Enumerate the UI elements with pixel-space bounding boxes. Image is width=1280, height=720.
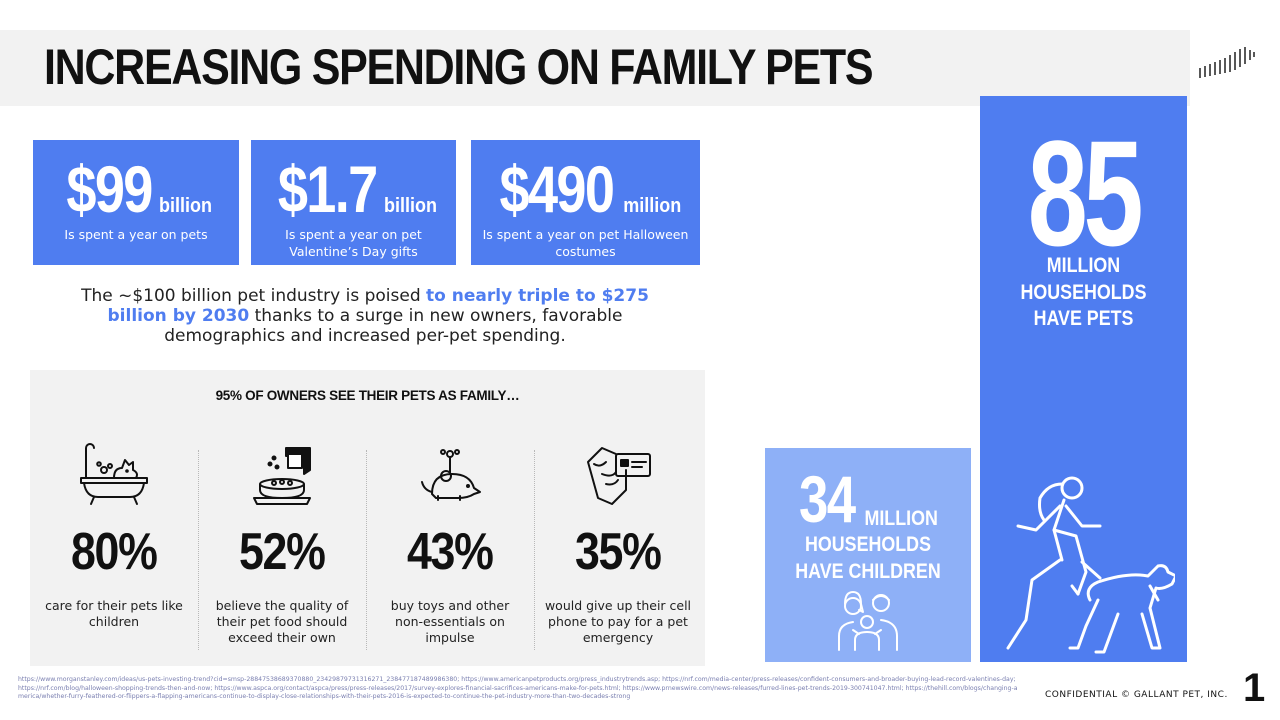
households-children-number: 34 [799, 462, 856, 536]
family-stat-emergency: 35% would give up their cell phone to pa… [534, 440, 702, 646]
stat-box-halloween: $490 million Is spent a year on pet Hall… [471, 140, 700, 265]
page-title: INCREASING SPENDING ON FAMILY PETS [44, 39, 874, 95]
stat-box-valentines: $1.7 billion Is spent a year on pet Vale… [251, 140, 456, 265]
runner-with-dog-icon [1006, 476, 1175, 654]
bathtub-dog-icon [80, 443, 148, 505]
intro-highlight: to nearly triple to $275 billion by 2030 [107, 286, 649, 326]
stat-box-pets: $99 billion Is spent a year on pets [33, 140, 239, 265]
households-children-label-line: HOUSEHOLDS [805, 533, 931, 556]
header-band [0, 30, 1190, 106]
family-percent: 52% [239, 523, 326, 581]
stat-value: $490 [499, 152, 614, 226]
family-description: buy toys and other non-essentials on imp… [390, 598, 510, 645]
sources-text: https://www.morganstanley.com/ideas/us-p… [18, 676, 1018, 700]
family-description: believe the quality of their pet food sh… [215, 598, 349, 645]
intro-text-end: thanks to a surge in new owners, favorab… [164, 306, 623, 346]
food-bowl-icon [253, 447, 311, 505]
confidential-notice: CONFIDENTIAL © GALLANT PET, INC. [1045, 690, 1228, 700]
family-stat-children: 80% care for their pets like children [30, 440, 198, 630]
households-children-million: MILLION [864, 507, 938, 530]
family-description: would give up their cell phone to pay fo… [544, 598, 692, 645]
households-children-label: HOUSEHOLDS HAVE CHILDREN [780, 532, 955, 585]
family-description: care for their pets like children [45, 598, 183, 629]
family-stat-food: 52% believe the quality of their pet foo… [198, 440, 366, 646]
column-divider [534, 450, 535, 650]
households-children-panel: 34 MILLION HOUSEHOLDS HAVE CHILDREN [765, 448, 971, 662]
stat-description: Is spent a year on pet Valentine’s Day g… [285, 227, 422, 259]
stat-unit: billion [384, 195, 438, 217]
stat-description: Is spent a year on pet Halloween costume… [482, 227, 689, 259]
households-pets-label-line: MILLION [1046, 254, 1121, 277]
households-pets-label-line: HOUSEHOLDS [1020, 280, 1147, 304]
toy-mouse-icon [421, 449, 481, 501]
gallant-stripes-logo [1199, 47, 1255, 78]
page-number: 1 [1243, 666, 1266, 710]
intro-text-start: The ~$100 billion pet industry is poised [81, 286, 427, 306]
stat-value: $99 [66, 152, 154, 226]
column-divider [198, 450, 199, 650]
family-icon [838, 591, 898, 651]
stat-description: Is spent a year on pets [64, 227, 208, 242]
households-children-label-line: HAVE CHILDREN [795, 559, 941, 583]
family-stat-toys: 43% buy toys and other non-essentials on… [366, 440, 534, 646]
stat-unit: million [622, 195, 681, 217]
households-pets-number: 85 [1027, 109, 1144, 277]
family-percent: 35% [575, 523, 662, 581]
column-divider [366, 450, 367, 650]
stat-value: $1.7 [277, 152, 378, 226]
family-panel: 95% OF OWNERS SEE THEIR PETS AS FAMILY… … [30, 370, 705, 666]
households-pets-label-line: HAVE PETS [1033, 307, 1134, 330]
family-heading: 95% OF OWNERS SEE THEIR PETS AS FAMILY… [215, 388, 520, 403]
family-percent: 80% [71, 523, 158, 581]
households-children-headline: 34 MILLION [765, 466, 971, 532]
family-percent: 43% [407, 523, 494, 581]
households-pets-label: MILLION HOUSEHOLDS HAVE PETS [996, 253, 1172, 333]
hand-card-icon [587, 447, 651, 505]
stat-unit: billion [158, 195, 212, 217]
intro-paragraph: The ~$100 billion pet industry is poised… [70, 286, 660, 346]
